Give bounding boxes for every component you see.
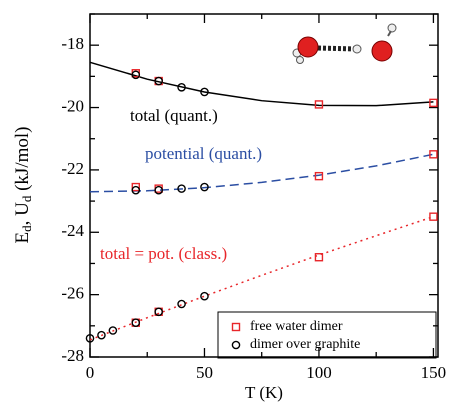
marker-circle bbox=[85, 333, 95, 343]
fit-line bbox=[89, 215, 434, 341]
marker-square bbox=[429, 98, 438, 108]
marker-circle bbox=[108, 326, 118, 335]
hydrogen-bond bbox=[317, 45, 357, 52]
y-axis-label: Ed, Ud (kJ/mol) bbox=[12, 127, 34, 244]
fit-line bbox=[89, 153, 434, 193]
y-label-sub: d bbox=[19, 225, 34, 232]
legend-marker bbox=[231, 322, 241, 332]
fit-line bbox=[89, 61, 434, 107]
legend-box bbox=[217, 311, 437, 359]
marker-square bbox=[314, 171, 324, 181]
legend-label: dimer over graphite bbox=[250, 337, 360, 352]
annotation: potential (quant.) bbox=[145, 144, 262, 163]
marker-circle bbox=[200, 291, 209, 301]
y-label-part: E bbox=[12, 232, 33, 244]
marker-circle bbox=[154, 76, 163, 86]
legend-label: free water dimer bbox=[250, 319, 343, 334]
x-tick-label: 100 bbox=[306, 363, 332, 382]
marker-circle bbox=[154, 185, 163, 195]
y-label-part: , U bbox=[12, 202, 33, 226]
marker-circle bbox=[97, 330, 106, 340]
marker-square bbox=[429, 212, 438, 221]
y-tick-label: -26 bbox=[61, 284, 84, 303]
marker-circle bbox=[177, 82, 186, 92]
y-tick-label: -22 bbox=[61, 159, 84, 178]
y-label-sub: d bbox=[19, 195, 34, 202]
bond bbox=[387, 30, 392, 37]
x-tick-label: 50 bbox=[196, 363, 213, 382]
legend-marker bbox=[231, 340, 241, 350]
marker-circle bbox=[177, 184, 186, 193]
y-tick-label: -24 bbox=[61, 221, 84, 240]
atom bbox=[371, 40, 393, 62]
annotation: total (quant.) bbox=[130, 106, 218, 125]
x-tick-label: 0 bbox=[86, 363, 95, 382]
plot-frame bbox=[89, 13, 439, 358]
marker-circle bbox=[200, 87, 209, 97]
marker-circle bbox=[200, 182, 209, 192]
marker-square bbox=[429, 150, 438, 159]
atom bbox=[297, 36, 319, 58]
annotation: total = pot. (class.) bbox=[100, 244, 227, 263]
marker-circle bbox=[131, 185, 141, 195]
y-label-part: (kJ/mol) bbox=[12, 127, 33, 196]
marker-circle bbox=[177, 299, 186, 309]
y-tick-label: -28 bbox=[61, 346, 84, 365]
x-axis-label: T (K) bbox=[245, 383, 283, 402]
molecule-illustration bbox=[292, 23, 397, 64]
marker-circle bbox=[131, 318, 141, 328]
atom bbox=[387, 23, 397, 33]
marker-square bbox=[314, 100, 324, 109]
y-tick-label: -20 bbox=[61, 96, 84, 115]
y-tick-label: -18 bbox=[61, 34, 84, 53]
marker-circle bbox=[131, 70, 141, 80]
marker-square bbox=[131, 182, 140, 192]
marker-circle bbox=[154, 307, 163, 317]
atom bbox=[296, 56, 304, 64]
atom bbox=[352, 44, 362, 54]
x-tick-label: 150 bbox=[421, 363, 447, 382]
marker-square bbox=[314, 253, 324, 262]
